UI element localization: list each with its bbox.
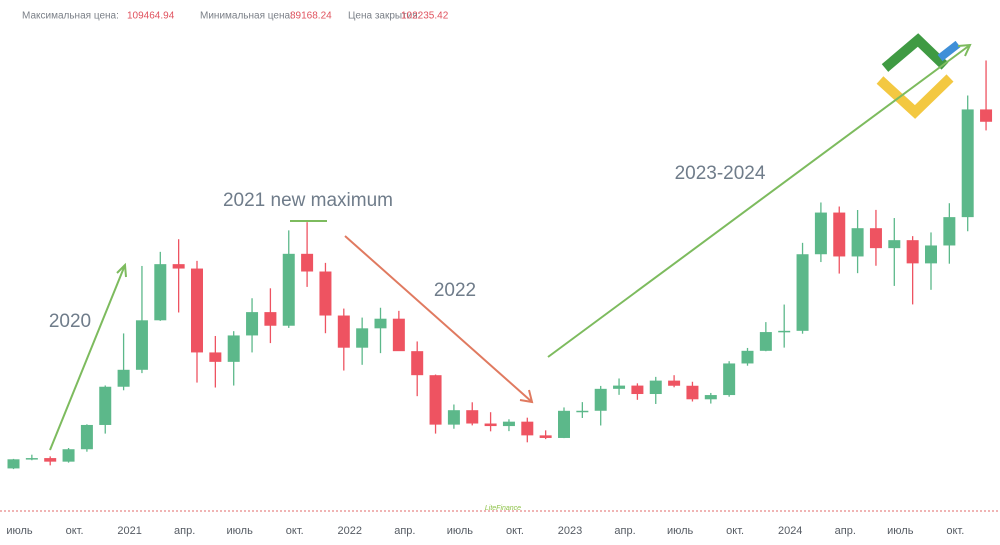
x-tick-label: 2024: [778, 525, 802, 537]
annotation: 2022: [434, 280, 476, 301]
candle-body: [796, 254, 809, 331]
candle-body: [282, 253, 295, 326]
x-tick-label: июль: [6, 525, 33, 537]
arrows: [49, 43, 972, 451]
x-tick-label: июль: [887, 525, 914, 537]
x-tick-label: 2023: [558, 525, 582, 537]
x-tick-label: апр.: [614, 525, 635, 537]
x-tick-label: окт.: [286, 525, 304, 537]
arrow: [547, 44, 971, 358]
annotation: 2023-2024: [675, 163, 766, 184]
candle-body: [649, 380, 662, 395]
x-tick-label: апр.: [174, 525, 195, 537]
candle-body: [778, 330, 791, 333]
candle-body: [906, 240, 919, 264]
candle-body: [704, 395, 717, 400]
x-tick-label: окт.: [506, 525, 524, 537]
candle-body: [576, 410, 589, 413]
candle-body: [521, 421, 534, 436]
x-tick-label: окт.: [66, 525, 84, 537]
candle-body: [337, 315, 350, 348]
candle-body: [191, 268, 203, 353]
candle-body: [411, 351, 424, 376]
x-tick-label: 2021: [117, 525, 141, 537]
x-tick-label: 2022: [338, 525, 362, 537]
annotation: 2020: [49, 311, 91, 332]
candle-body: [117, 369, 130, 387]
candle-body: [484, 423, 497, 427]
candle-body: [814, 212, 827, 255]
candle-body: [25, 458, 38, 460]
candle-body: [539, 435, 552, 438]
candle-body: [961, 109, 974, 218]
x-tick-label: июль: [447, 525, 474, 537]
candle-body: [594, 388, 607, 411]
header-label: Максимальная цена:: [22, 11, 119, 22]
x-tick-label: апр.: [394, 525, 415, 537]
header-value: 109464.94: [127, 11, 175, 22]
logo-part: [876, 74, 954, 119]
header-value: 89168.24: [290, 11, 332, 22]
candle-body: [80, 424, 93, 450]
candle-body: [502, 421, 515, 427]
candle-body: [356, 328, 369, 348]
header-label: Цена закрытия:: [348, 11, 420, 22]
logo-part: [881, 33, 949, 72]
arrow-head: [116, 262, 127, 278]
arrow: [49, 264, 126, 451]
candle-body: [686, 385, 699, 400]
x-tick-label: апр.: [835, 525, 856, 537]
candle-body: [246, 312, 259, 336]
candle-body: [558, 410, 570, 438]
logo-part: [937, 40, 961, 62]
candle-body: [227, 335, 240, 362]
candle-body: [741, 350, 754, 364]
candle-body: [319, 271, 332, 316]
candle-body: [172, 264, 185, 269]
candle-body: [851, 228, 864, 257]
candle-body: [135, 320, 148, 370]
candle-body: [668, 380, 681, 386]
arrow: [344, 235, 533, 403]
candle-body: [723, 363, 736, 396]
candle-body: [429, 375, 442, 425]
candle-body: [154, 264, 167, 321]
candle-body: [613, 385, 626, 389]
candle-body: [264, 312, 277, 326]
header-label: Минимальная цена:: [200, 11, 293, 22]
watermark: LiteFinance: [485, 505, 521, 512]
candle-body: [209, 352, 222, 362]
candle-body: [392, 318, 405, 352]
x-tick-label: июль: [667, 525, 694, 537]
candle-body: [869, 228, 882, 249]
arrow-head: [519, 389, 534, 404]
candle-body: [980, 109, 993, 122]
x-tick-label: окт.: [946, 525, 964, 537]
candle-body: [62, 449, 75, 462]
candle-body: [7, 459, 20, 469]
logo: [876, 33, 961, 119]
arrow-head: [957, 43, 972, 57]
candle-body: [301, 253, 314, 272]
candle-body: [447, 410, 460, 425]
candle-body: [833, 212, 846, 257]
candle-body: [631, 385, 644, 395]
x-tick-label: окт.: [726, 525, 744, 537]
candle-body: [943, 217, 956, 246]
candle-body: [759, 332, 772, 351]
candle-body: [44, 458, 57, 462]
x-tick-label: июль: [227, 525, 254, 537]
candle-body: [99, 386, 112, 425]
candle-body: [925, 245, 937, 264]
annotation: 2021 new maximum: [223, 190, 393, 211]
header-value: 102235.42: [401, 11, 449, 22]
candle-body: [466, 410, 479, 424]
candle-body: [888, 240, 901, 249]
candle-body: [374, 318, 387, 329]
